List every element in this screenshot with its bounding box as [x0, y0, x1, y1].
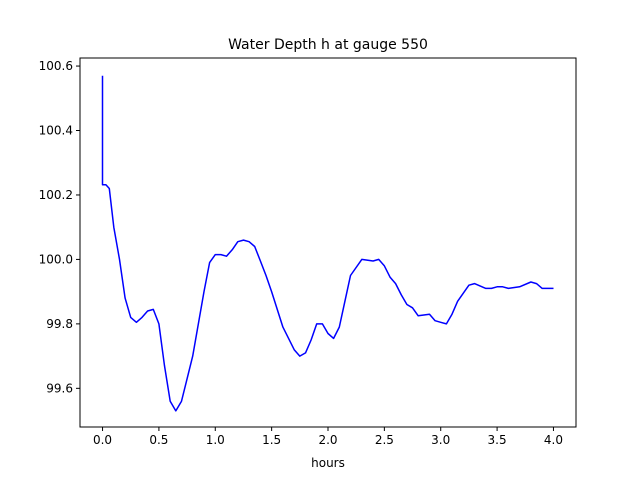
- y-tick-label: 100.6: [39, 59, 73, 73]
- x-tick-label: 4.0: [544, 433, 563, 447]
- chart-title: Water Depth h at gauge 550: [228, 37, 428, 53]
- x-tick-label: 1.5: [262, 433, 281, 447]
- y-tick-label: 100.4: [39, 124, 73, 138]
- x-axis-label: hours: [311, 456, 345, 470]
- water-depth-line: [101, 75, 554, 412]
- plot-area: [80, 58, 576, 427]
- x-axis: 0.0 0.5 1.0 1.5 2.0 2.5 3.0 3.5 4.0: [93, 427, 563, 447]
- x-tick-label: 2.0: [318, 433, 337, 447]
- x-tick-label: 3.5: [488, 433, 507, 447]
- plot-frame: [79, 57, 577, 428]
- x-tick-label: 0.5: [149, 433, 168, 447]
- y-axis: 99.6 99.8 100.0 100.2 100.4 100.6: [39, 59, 80, 395]
- x-tick-label: 0.0: [93, 433, 112, 447]
- x-tick-label: 3.0: [431, 433, 450, 447]
- x-tick-label: 2.5: [375, 433, 394, 447]
- y-tick-label: 99.8: [46, 317, 73, 331]
- y-tick-label: 100.0: [39, 252, 73, 266]
- x-tick-label: 1.0: [206, 433, 225, 447]
- y-tick-label: 100.2: [39, 188, 73, 202]
- y-tick-label: 99.6: [46, 381, 73, 395]
